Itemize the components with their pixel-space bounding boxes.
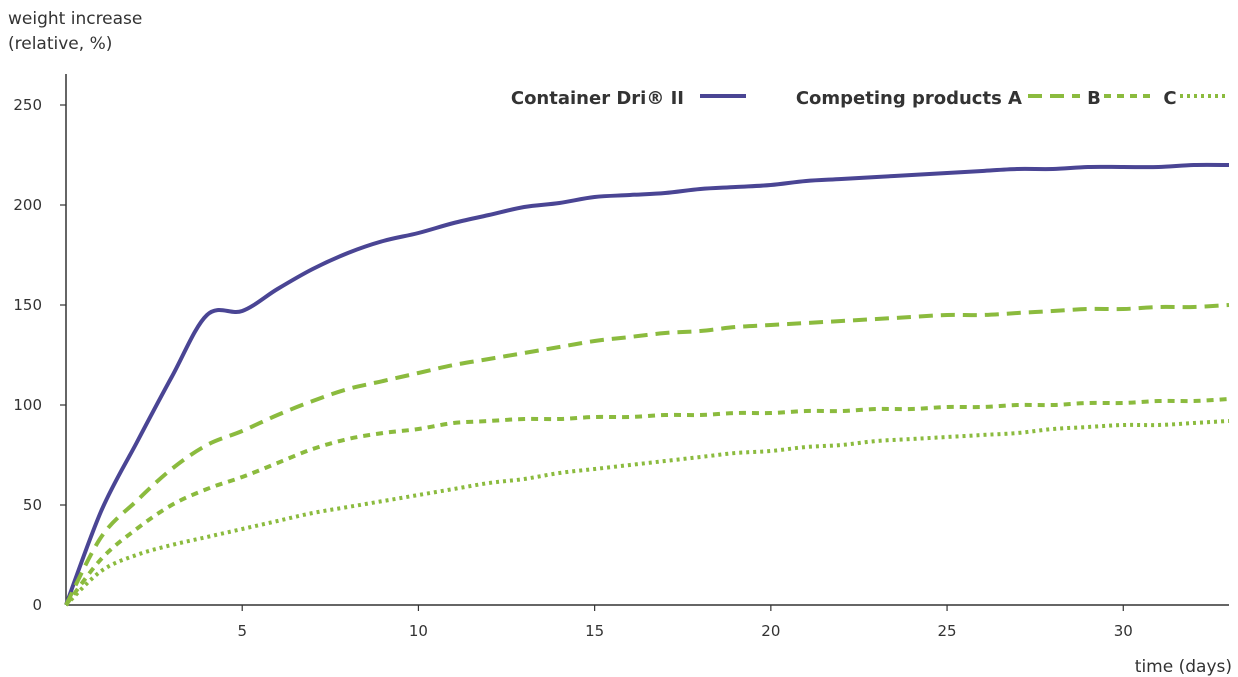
x-tick-label: 25: [938, 622, 957, 640]
x-axis-title: time (days): [1135, 657, 1232, 677]
y-tick-label: 150: [13, 296, 42, 314]
y-tick-label: 200: [13, 196, 42, 214]
y-tick-label: 100: [13, 396, 42, 414]
x-tick-label: 15: [585, 622, 604, 640]
y-tick-label: 0: [32, 596, 42, 614]
series-line-competing-c: [64, 419, 1230, 607]
x-tick-label: 20: [761, 622, 780, 640]
legend-label-competing-a: Competing products A: [796, 88, 1022, 109]
legend-label-container-dri: Container Dri® II: [511, 88, 684, 109]
series-line-container-dri: [64, 162, 1230, 606]
y-tick-label: 50: [23, 496, 42, 514]
legend-label-competing-c: C: [1163, 88, 1176, 109]
x-tick-label: 10: [409, 622, 428, 640]
legend-label-competing-b: B: [1087, 88, 1101, 109]
x-ticks: 5 10 15 20 25 30: [237, 605, 1133, 640]
series-line-competing-a: [64, 303, 1230, 606]
series-group: [64, 162, 1230, 607]
y-axis-title-line1: weight increase: [8, 9, 142, 29]
x-tick-label: 30: [1114, 622, 1133, 640]
y-ticks: 0 50 100 150 200 250: [13, 96, 66, 614]
y-axis-title-line2: (relative, %): [8, 34, 112, 54]
legend: Container Dri® II Competing products A B…: [511, 88, 1229, 109]
x-tick-label: 5: [237, 622, 247, 640]
y-tick-label: 250: [13, 96, 42, 114]
